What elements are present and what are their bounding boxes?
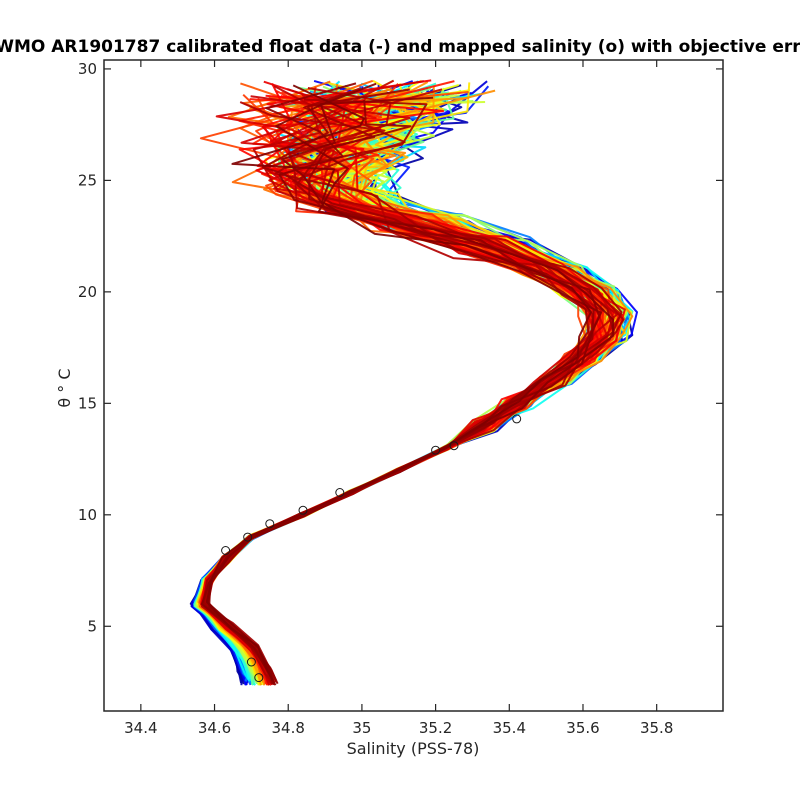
x-tick-label: 35.6 <box>566 719 599 737</box>
mapped-point <box>254 673 264 683</box>
x-tick-label: 35.2 <box>419 719 452 737</box>
mapped-point <box>265 519 275 529</box>
profile-line <box>207 82 615 681</box>
mapped-point <box>221 546 231 555</box>
mapped-point <box>243 532 253 542</box>
x-tick-label: 34.6 <box>198 719 231 737</box>
y-tick-label: 15 <box>78 394 97 412</box>
plot-area <box>104 60 723 711</box>
mapped-point <box>298 505 308 515</box>
y-tick-label: 25 <box>78 171 97 189</box>
mapped-point <box>335 488 345 497</box>
axis-ticks-layer: 34.4 34.6 34.8 35 35.2 35.4 35.6 35.8 5 10 15 20 25 3… <box>78 60 723 737</box>
x-tick-label: 35 <box>352 719 371 737</box>
x-tick-label: 34.8 <box>272 719 305 737</box>
mapped-point <box>512 414 522 424</box>
y-axis-label: θ ° C <box>55 368 74 407</box>
x-tick-label: 34.4 <box>124 719 157 737</box>
x-tick-label: 35.8 <box>640 719 673 737</box>
y-tick-label: 5 <box>87 617 97 635</box>
y-tick-label: 20 <box>78 283 97 301</box>
x-axis-label: Salinity (PSS-78) <box>347 739 480 758</box>
mapped-point <box>246 657 256 667</box>
profile-line <box>205 84 592 681</box>
plot-frame <box>103 59 724 712</box>
x-tick-label: 35.4 <box>493 719 526 737</box>
y-tick-label: 10 <box>78 506 97 524</box>
mapped-point <box>431 445 441 455</box>
profile-lines-layer <box>189 79 638 686</box>
chart-title: WMO AR1901787 calibrated float data (-) … <box>0 37 800 57</box>
mapped-points-layer <box>221 414 522 683</box>
profile-line <box>201 96 602 686</box>
y-tick-label: 30 <box>78 60 97 78</box>
mapped-point <box>449 441 459 451</box>
